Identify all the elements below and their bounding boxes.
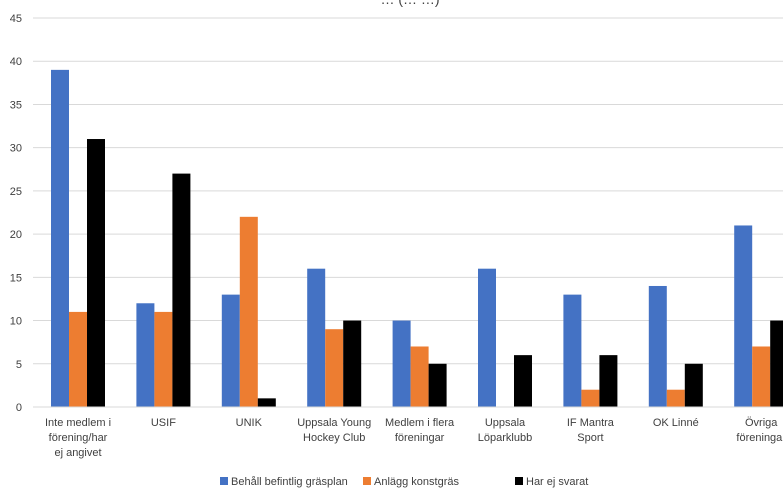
bar: [136, 303, 155, 407]
bar: [428, 363, 447, 407]
x-tick-label: OK Linné: [653, 417, 699, 429]
x-axis-labels: Inte medlem i förening/har ej angivet USIF U…: [45, 417, 783, 459]
legend-swatch: [515, 477, 523, 485]
legend-label: Behåll befintlig gräsplan: [231, 476, 348, 488]
bar: [410, 346, 429, 407]
y-tick-label: 40: [10, 56, 22, 68]
bar: [648, 285, 667, 407]
bar: [87, 139, 105, 407]
bar: [684, 363, 703, 407]
legend-swatch: [220, 477, 228, 485]
bar: [478, 268, 496, 407]
x-tick-label: USIF: [151, 417, 176, 429]
bar: [666, 389, 685, 407]
chart-title: … (… …): [380, 0, 439, 7]
y-axis-ticks: 0 5 10 15 20 25 30 35 40 45: [10, 13, 22, 414]
bar: [239, 216, 258, 407]
bar: [581, 389, 600, 407]
y-tick-label: 0: [16, 402, 22, 414]
y-tick-label: 20: [10, 229, 22, 241]
bar: [69, 311, 87, 407]
x-tick-label: Uppsala Löparklubb: [478, 417, 532, 444]
legend-label: Anlägg konstgräs: [374, 476, 459, 488]
bar: [154, 311, 173, 407]
x-tick-label: Övriga föreningar: [736, 417, 783, 444]
bar: [599, 355, 618, 407]
bar: [307, 268, 326, 407]
chart-title-text: … (… …): [380, 0, 439, 7]
bar: [752, 346, 771, 407]
y-tick-label: 35: [10, 99, 22, 111]
bar: [343, 320, 362, 407]
bar: [51, 69, 69, 407]
y-tick-label: 10: [10, 316, 22, 328]
x-tick-label: IF Mantra Sport: [567, 417, 615, 444]
y-tick-label: 25: [10, 186, 22, 198]
bar: [563, 294, 582, 407]
bar: [172, 173, 191, 407]
y-tick-label: 15: [10, 272, 22, 284]
x-tick-label: UNIK: [236, 417, 263, 429]
y-tick-label: 5: [16, 359, 22, 371]
bar: [392, 320, 411, 407]
bar: [770, 320, 783, 407]
x-tick-label: Inte medlem i förening/har ej angivet: [45, 417, 111, 459]
legend-swatch: [363, 477, 371, 485]
legend-label: Har ej svarat: [526, 476, 588, 488]
y-tick-label: 30: [10, 143, 22, 155]
bar: [221, 294, 240, 407]
legend: Behåll befintlig gräsplan Anlägg konstgrä…: [220, 476, 588, 488]
x-tick-label: Uppsala Young Hockey Club: [297, 417, 371, 444]
bar: [325, 329, 344, 407]
x-tick-label: Medlem i flera föreningar: [385, 417, 455, 444]
bars: [51, 69, 783, 407]
y-tick-label: 45: [10, 13, 22, 25]
bar: [257, 398, 276, 407]
bar: [734, 225, 753, 407]
bar: [514, 355, 532, 407]
